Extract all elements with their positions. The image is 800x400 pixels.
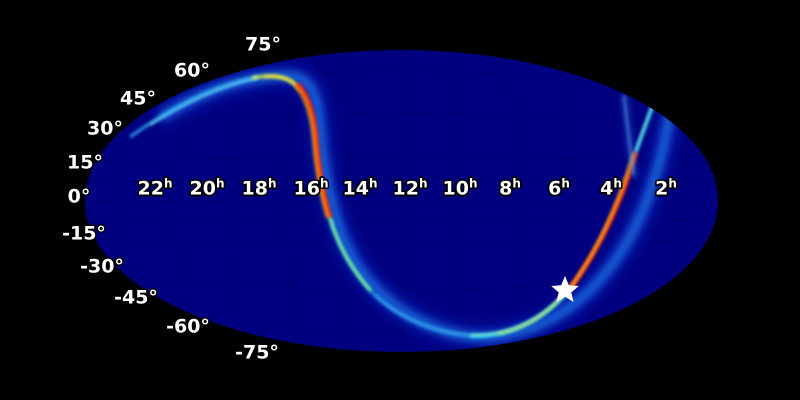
sky-ellipse <box>85 50 718 352</box>
probability-track-glow <box>157 71 677 342</box>
star-marker <box>551 275 579 303</box>
